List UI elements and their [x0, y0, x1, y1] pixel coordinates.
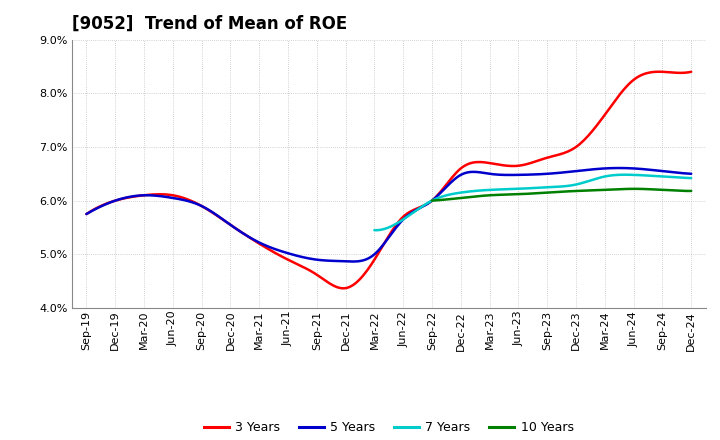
3 Years	[454, 168, 463, 173]
3 Years	[444, 179, 453, 184]
7 Years	[687, 176, 696, 181]
3 Years	[84, 210, 93, 216]
Line: 5 Years: 5 Years	[86, 168, 691, 261]
10 Years	[428, 198, 437, 203]
7 Years	[371, 227, 379, 233]
3 Years	[654, 69, 663, 74]
7 Years	[559, 184, 567, 189]
7 Years	[660, 174, 668, 179]
5 Years	[82, 211, 91, 216]
7 Years	[559, 183, 568, 189]
5 Years	[687, 171, 696, 176]
Legend: 3 Years, 5 Years, 7 Years, 10 Years: 3 Years, 5 Years, 7 Years, 10 Years	[199, 416, 579, 439]
10 Years	[647, 187, 656, 192]
7 Years	[372, 227, 381, 233]
10 Years	[687, 188, 696, 194]
5 Years	[594, 166, 603, 172]
Text: [9052]  Trend of Mean of ROE: [9052] Trend of Mean of ROE	[72, 15, 347, 33]
7 Years	[565, 183, 574, 188]
10 Years	[582, 188, 590, 193]
10 Years	[428, 198, 436, 203]
3 Years	[687, 69, 696, 74]
5 Years	[454, 173, 463, 179]
10 Years	[630, 186, 639, 191]
7 Years	[639, 172, 648, 178]
10 Years	[586, 188, 595, 193]
5 Years	[444, 182, 453, 187]
5 Years	[349, 259, 358, 264]
3 Years	[442, 182, 451, 187]
Line: 7 Years: 7 Years	[374, 175, 691, 230]
3 Years	[632, 75, 641, 81]
3 Years	[594, 121, 603, 126]
Line: 3 Years: 3 Years	[86, 72, 691, 288]
5 Years	[84, 210, 93, 216]
3 Years	[82, 211, 91, 216]
5 Years	[614, 165, 623, 171]
5 Years	[442, 184, 451, 190]
7 Years	[370, 227, 379, 233]
3 Years	[339, 286, 348, 291]
Line: 10 Years: 10 Years	[432, 189, 691, 201]
10 Years	[581, 188, 590, 193]
7 Years	[620, 172, 629, 177]
10 Years	[663, 187, 672, 193]
5 Years	[634, 166, 643, 172]
